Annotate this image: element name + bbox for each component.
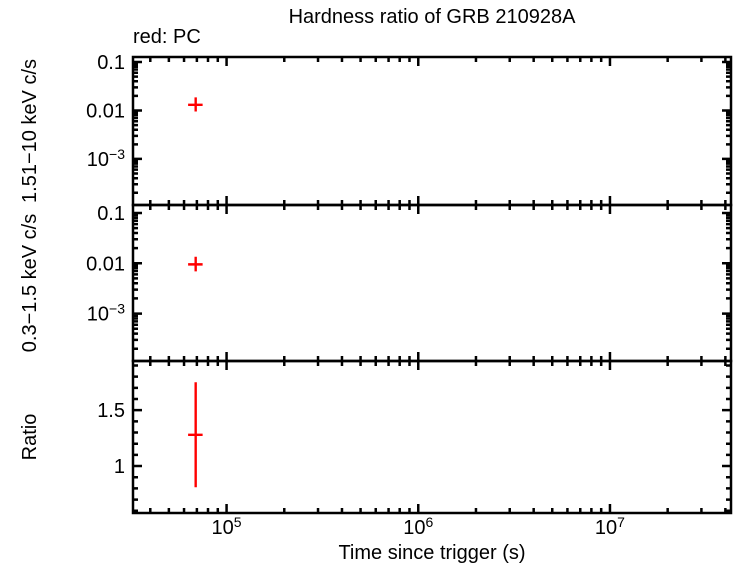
x-axis-title: Time since trigger (s): [338, 542, 525, 564]
y-axis-title-ratio: Ratio: [19, 414, 41, 461]
y-tick-label: 0.01: [86, 253, 125, 275]
y-tick-label: 0.1: [97, 52, 125, 74]
data-point-hard-band: [188, 97, 203, 112]
panel-frame-ratio: [131, 359, 733, 515]
y-tick-label: 1: [114, 456, 125, 478]
chart-title: Hardness ratio of GRB 210928A: [289, 6, 576, 28]
y-tick-label: 10−3: [87, 301, 125, 326]
y-tick-label: 1.5: [97, 400, 125, 422]
y-tick-label: 10−3: [87, 146, 125, 171]
panel-frame-hard-band: [131, 55, 733, 207]
legend-label: red: PC: [133, 26, 201, 48]
plot-axes-and-data: 0.1 0.01 10−3 0.1 0.01 10−3 1 1.5 105 106 107: [86, 52, 733, 539]
data-point-soft-band: [188, 256, 203, 272]
x-tick-label: 105: [212, 514, 242, 539]
major-ticks: [133, 57, 731, 513]
y-axis-title-hard-band: 1.51−10 keV c/s: [19, 59, 41, 203]
y-tick-label: 0.01: [86, 100, 125, 122]
minor-ticks: [133, 57, 731, 513]
y-tick-label: 0.1: [97, 203, 125, 225]
x-tick-label: 107: [595, 514, 625, 539]
data-point-ratio: [188, 382, 203, 488]
panel-frame-soft-band: [131, 203, 733, 363]
x-tick-label: 106: [403, 514, 433, 539]
y-axis-title-soft-band: 0.3−1.5 keV c/s: [19, 214, 41, 352]
